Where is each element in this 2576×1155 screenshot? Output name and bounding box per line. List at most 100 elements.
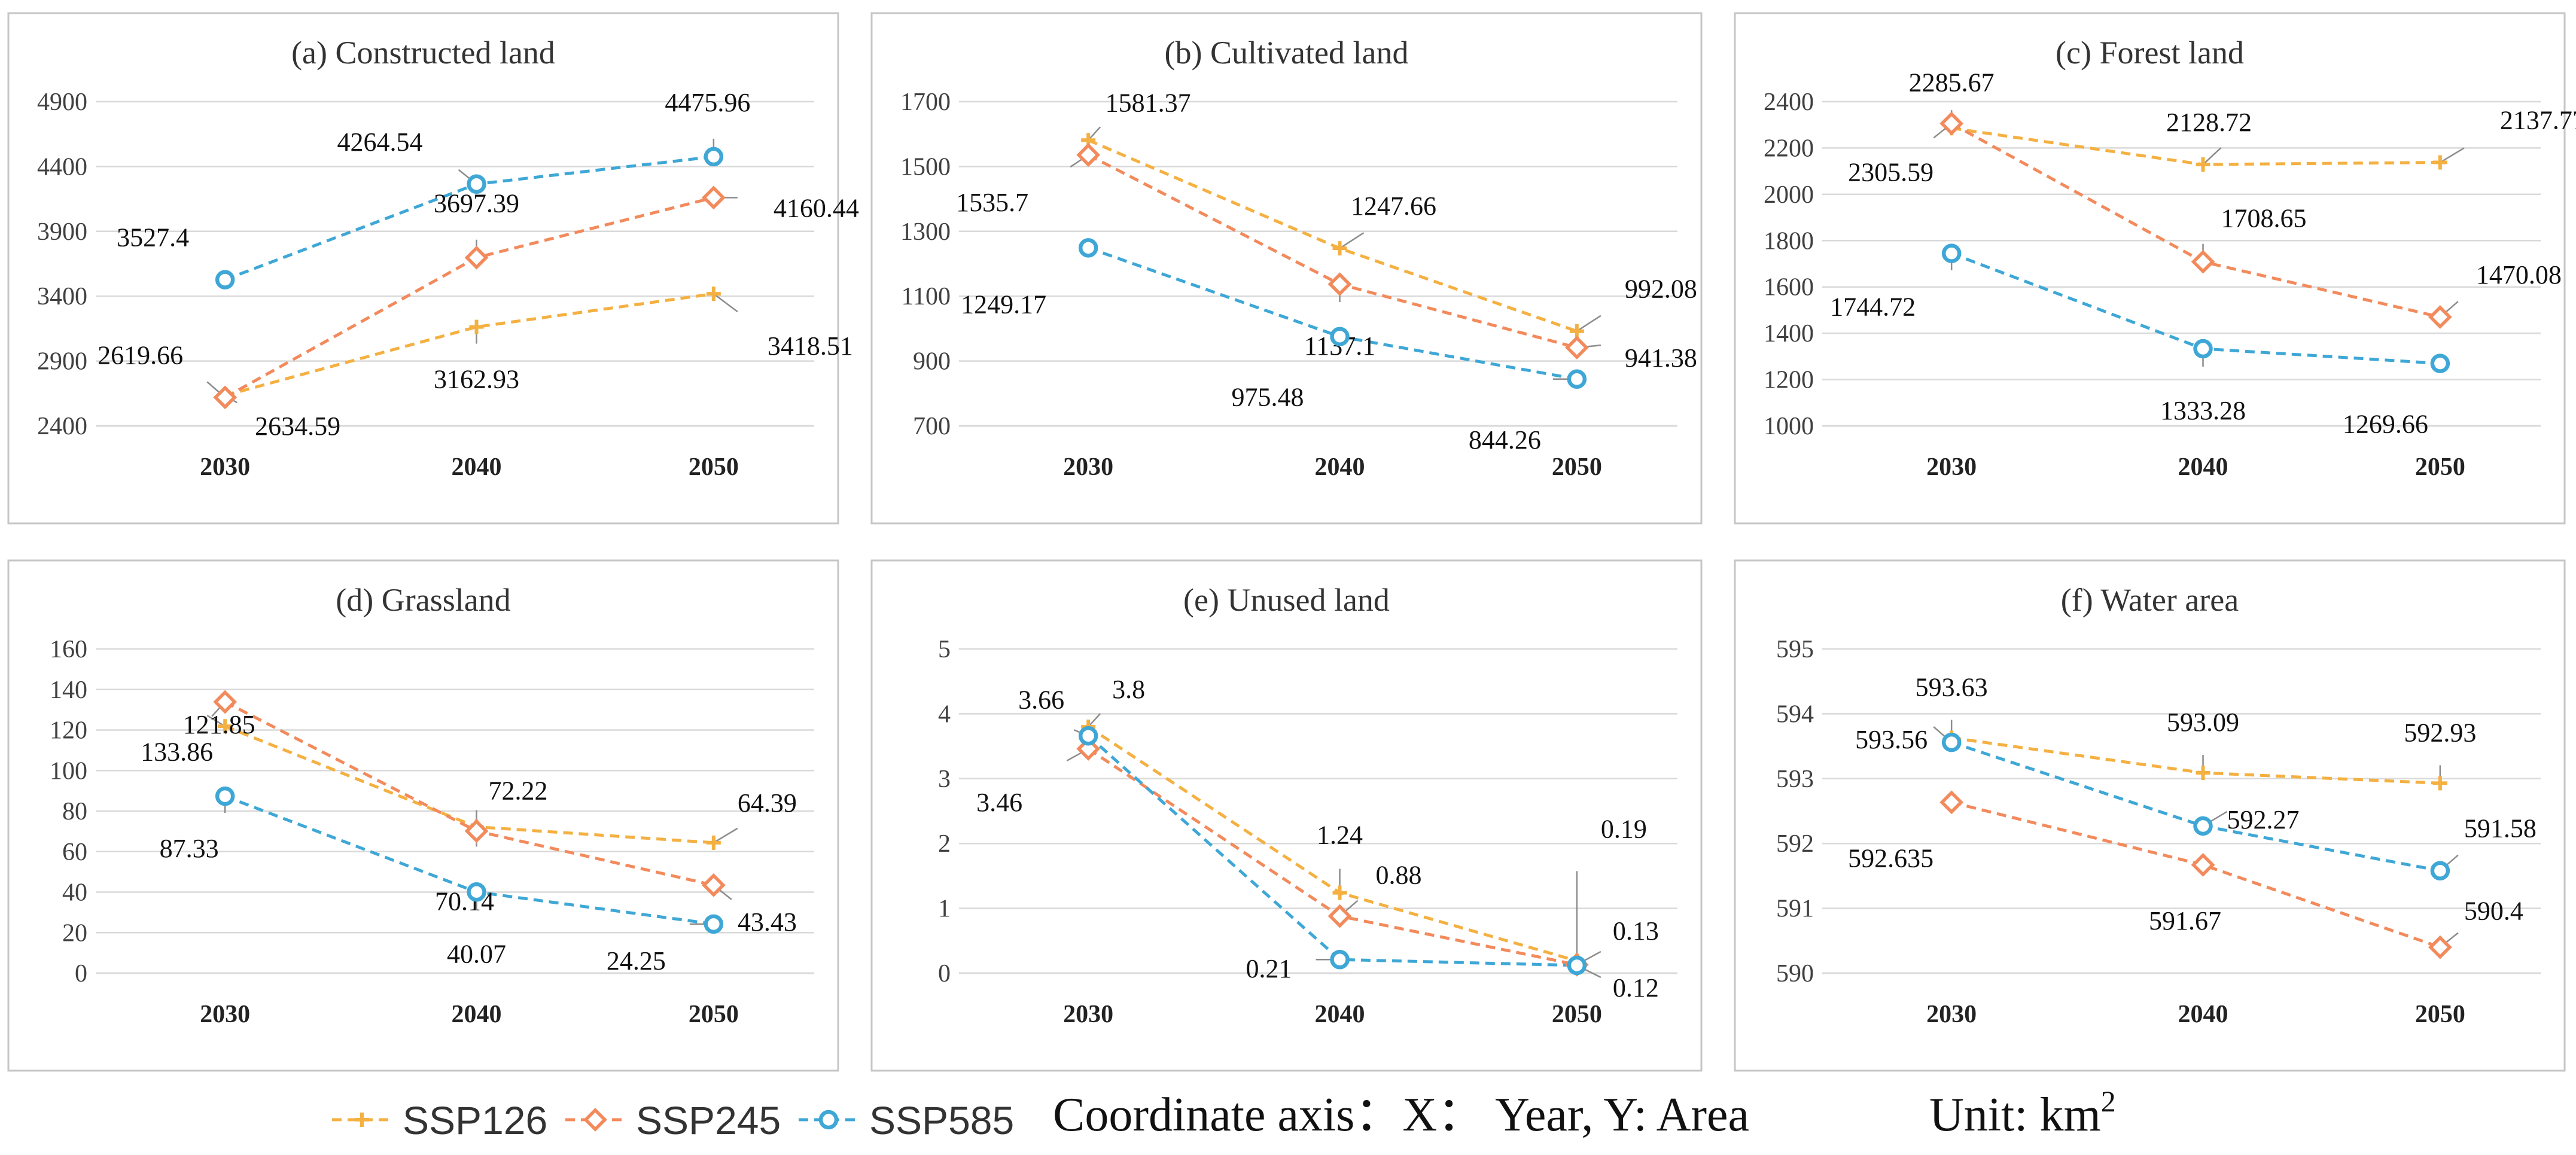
x-tick-label: 2050 [689,453,739,481]
y-tick-label: 100 [50,757,87,785]
data-label: 0.88 [1376,861,1422,890]
x-tick-label: 2030 [1926,453,1977,481]
data-label: 1708.65 [2221,204,2307,233]
data-point-ssp245 [1564,336,1589,360]
data-point-ssp245 [213,385,237,410]
data-label: 1470.08 [2476,260,2562,289]
leader-line [1088,713,1101,727]
legend-marker [818,1110,839,1130]
panel-title: (a) Constructed land [291,35,555,71]
x-tick-label: 2040 [2178,1001,2228,1028]
data-label: 40.07 [447,939,506,968]
data-label: 3527.4 [117,223,189,252]
y-tick-label: 3400 [37,283,87,310]
x-tick-label: 2050 [2415,453,2465,481]
data-label: 3162.93 [434,365,519,394]
y-tick-label: 1100 [902,283,951,310]
y-tick-label: 60 [62,839,87,866]
y-tick-label: 590 [1776,960,1814,988]
data-point-ssp245 [1076,143,1101,167]
chart-panel: (f) Water area 590 591 592 593 594 595 2030 2040… [1734,559,2566,1072]
data-label: 1249.17 [961,289,1046,319]
y-tick-label: 2 [938,830,951,858]
data-point-ssp126 [2432,155,2447,170]
data-label: 2634.59 [255,412,340,441]
y-tick-label: 592 [1776,830,1814,858]
data-point-ssp245 [464,245,489,270]
y-tick-label: 593 [1776,766,1814,793]
data-label: 593.09 [2167,708,2239,737]
data-point-ssp585 [215,786,235,806]
data-label: 2619.66 [98,340,183,370]
y-tick-label: 1400 [1764,320,1814,348]
legend-marker [355,1113,369,1127]
x-tick-label: 2030 [200,1001,250,1028]
data-label: 591.58 [2464,814,2537,843]
unit-note: Unit: km2 [1929,1084,2116,1141]
data-point-ssp585 [704,914,724,934]
data-point-ssp245 [1939,111,1964,136]
leader-line [713,827,738,843]
data-label: 2305.59 [1848,158,1933,187]
data-label: 1.24 [1317,821,1363,850]
data-label: 72.22 [489,776,548,805]
data-label: 24.25 [607,946,666,976]
x-tick-label: 2030 [200,453,250,481]
y-tick-label: 591 [1776,895,1814,923]
series-line-ssp245 [1951,800,2441,949]
data-label: 4160.44 [774,193,859,223]
data-point-ssp585 [1330,327,1350,346]
y-tick-label: 120 [50,717,87,745]
x-tick-label: 2040 [452,1001,502,1028]
data-label: 975.48 [1232,383,1304,412]
data-point-ssp245 [464,819,489,843]
y-tick-label: 1600 [1764,274,1814,301]
y-tick-label: 2400 [37,413,87,440]
panel-frame [870,559,1703,1072]
data-point-ssp585 [2193,339,2213,359]
y-tick-label: 595 [1776,636,1814,663]
x-tick-label: 2040 [1315,1001,1365,1028]
panel-title: (c) Forest land [2056,35,2244,71]
data-label: 87.33 [160,834,219,863]
panel-frame [7,12,839,525]
legend-item-ssp126: SSP126 [332,1098,547,1142]
data-point-ssp126 [2432,776,2447,791]
x-tick-label: 2050 [689,1001,739,1028]
series-line-ssp585 [1087,735,1577,967]
y-tick-label: 0 [75,960,87,988]
data-label: 0.19 [1601,814,1647,843]
data-label: 591.67 [2149,906,2221,935]
y-tick-label: 4400 [37,153,87,181]
data-label: 2137.77 [2500,106,2576,135]
y-tick-label: 140 [50,676,87,704]
x-tick-label: 2050 [1552,453,1602,481]
data-point-ssp585 [1078,726,1098,746]
series-line-ssp126 [224,292,714,397]
data-label: 43.43 [738,907,797,937]
legend-item-ssp585: SSP585 [799,1098,1014,1142]
data-label: 590.4 [2464,897,2523,926]
y-tick-label: 0 [938,960,951,988]
data-label: 1535.7 [956,188,1028,217]
y-tick-label: 1200 [1764,367,1814,394]
y-tick-label: 3 [938,766,951,793]
data-point-ssp585 [1941,732,1962,752]
leader-line [1088,126,1101,141]
data-label: 1581.37 [1106,88,1191,117]
leader-line [2440,147,2465,163]
leader-line [2202,147,2222,165]
leader-line [1576,315,1601,332]
data-point-ssp585 [467,174,486,194]
data-label: 3418.51 [768,331,853,361]
data-label: 992.08 [1625,275,1697,304]
x-tick-label: 2040 [452,453,502,481]
panel-title: (b) Cultivated land [1165,35,1409,71]
data-label: 592.27 [2227,805,2300,834]
data-label: 3.8 [1112,675,1145,704]
data-point-ssp245 [1939,790,1964,815]
data-label: 64.39 [738,788,797,818]
data-point-ssp585 [704,147,724,167]
y-tick-label: 1700 [900,89,951,116]
legend-marker [583,1108,607,1132]
